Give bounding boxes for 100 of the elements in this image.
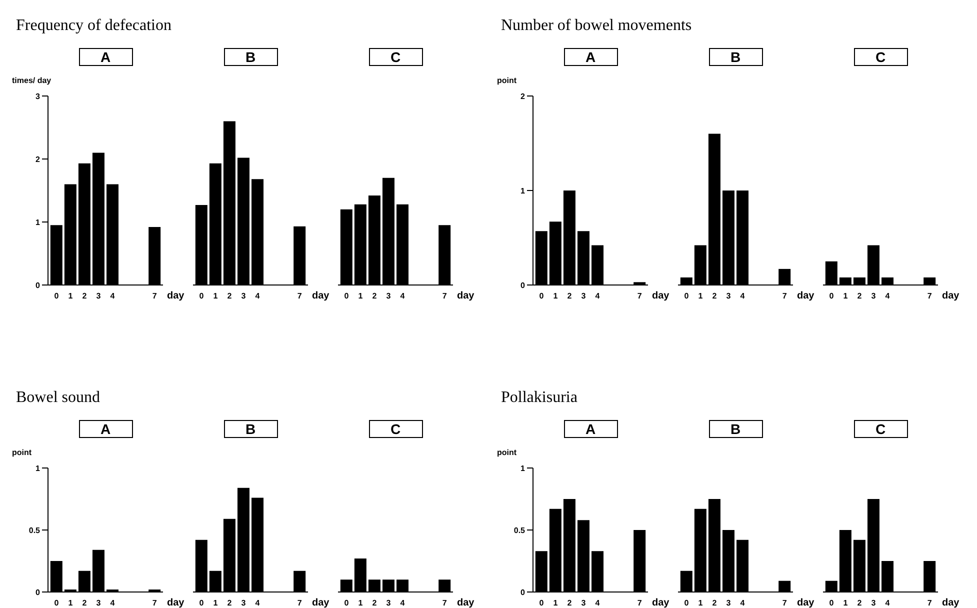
y-axis-title: point [497,448,517,457]
x-tick-label: 1 [68,292,74,301]
x-tick-label: 1 [843,292,848,301]
x-tick-label: 4 [255,292,260,301]
x-tick-label: 2 [857,598,862,608]
chart-subtitle: A [564,48,618,66]
chart-subtitle: C [854,420,908,438]
x-tick-label: 3 [726,598,732,608]
chart-subtitle: B [708,420,762,438]
x-tick-label: 7 [442,292,448,301]
y-tick-label: 3 [36,92,41,101]
x-tick-label: 2 [82,598,88,608]
chart-subtitle: C [854,48,908,66]
x-tick-label: 7 [637,292,642,301]
x-tick-label: 7 [297,292,302,301]
x-tick-label: 4 [255,598,260,608]
chart-title: Frequency of defecation [16,17,172,34]
y-axis-title: point [497,76,517,85]
x-tick-label: 1 [553,598,558,608]
x-axis-title: day [312,598,330,608]
x-tick-label: 0 [829,292,834,301]
x-tick-label: 4 [400,292,406,301]
x-tick-label: 2 [712,292,718,301]
x-tick-label: 0 [344,292,350,301]
x-tick-label: 2 [372,598,378,608]
x-tick-label: 1 [358,598,364,608]
x-tick-label: 3 [871,292,876,301]
y-axis-title: point [12,448,32,457]
x-tick-label: 4 [400,598,406,608]
chart-subtitle: B [708,48,762,66]
chart-title: Pollakisuria [501,389,578,406]
x-tick-label: 3 [386,598,392,608]
x-tick-label: 7 [927,292,932,301]
y-tick-label: 0 [36,588,41,597]
y-tick-label: 1 [520,186,526,196]
y-tick-label: 2 [520,92,526,101]
x-tick-label: 3 [386,292,392,301]
x-tick-label: 0 [54,292,60,301]
x-tick-label: 0 [539,292,544,301]
x-tick-label: 7 [782,598,788,608]
x-axis-title: day [652,598,670,608]
x-tick-label: 4 [740,292,746,301]
x-axis-title: day [797,598,815,608]
x-tick-label: 3 [241,292,246,301]
x-tick-label: 0 [199,598,204,608]
x-tick-label: 7 [152,292,158,301]
x-tick-label: 2 [567,598,572,608]
y-axis-title: times/ day [12,76,52,85]
x-axis-title: day [942,290,960,302]
x-tick-label: 3 [581,598,586,608]
x-tick-label: 2 [82,292,88,301]
x-tick-label: 4 [595,598,600,608]
x-axis-title: day [312,290,330,302]
x-tick-label: 3 [96,598,102,608]
x-tick-label: 2 [712,598,718,608]
x-tick-label: 3 [726,292,732,301]
x-tick-label: 7 [637,598,642,608]
y-tick-label: 0 [520,588,526,597]
x-tick-label: 7 [782,292,788,301]
chart-subtitle: A [78,420,132,438]
chart-subtitle: B [224,48,278,66]
x-tick-label: 4 [595,292,600,301]
y-tick-label: 0 [36,280,41,290]
x-tick-label: 4 [885,598,890,608]
y-tick-label: 0 [520,280,526,290]
x-tick-label: 0 [344,598,350,608]
x-tick-label: 0 [199,292,204,301]
y-tick-label: 2 [36,154,41,164]
chart-subtitle: A [564,420,618,438]
x-tick-label: 1 [68,598,74,608]
x-tick-label: 4 [740,598,746,608]
y-tick-label: 0.5 [514,526,526,535]
x-tick-label: 7 [152,598,158,608]
x-axis-title: day [652,290,670,302]
x-tick-label: 2 [567,292,572,301]
x-tick-label: 1 [843,598,848,608]
x-axis-title: day [457,598,475,608]
chart-title: Bowel sound [16,389,100,406]
x-tick-label: 3 [96,292,102,301]
chart-subtitle: B [224,420,278,438]
y-tick-label: 1 [36,464,41,473]
chart-subtitle: C [368,420,422,438]
x-axis-title: day [167,290,185,302]
y-tick-label: 1 [36,218,41,227]
x-tick-label: 2 [857,292,862,301]
x-tick-label: 0 [829,598,834,608]
x-tick-label: 1 [698,598,704,608]
chart-subtitle: A [78,48,132,66]
y-tick-label: 1 [520,464,526,473]
x-tick-label: 4 [110,292,116,301]
x-tick-label: 3 [241,598,246,608]
x-axis-title: day [942,598,960,608]
x-tick-label: 4 [885,292,890,301]
x-tick-label: 0 [539,598,544,608]
x-tick-label: 1 [698,292,704,301]
x-tick-label: 4 [110,598,116,608]
x-tick-label: 2 [372,292,378,301]
x-tick-label: 2 [227,292,232,301]
x-tick-label: 7 [297,598,302,608]
x-tick-label: 3 [871,598,876,608]
